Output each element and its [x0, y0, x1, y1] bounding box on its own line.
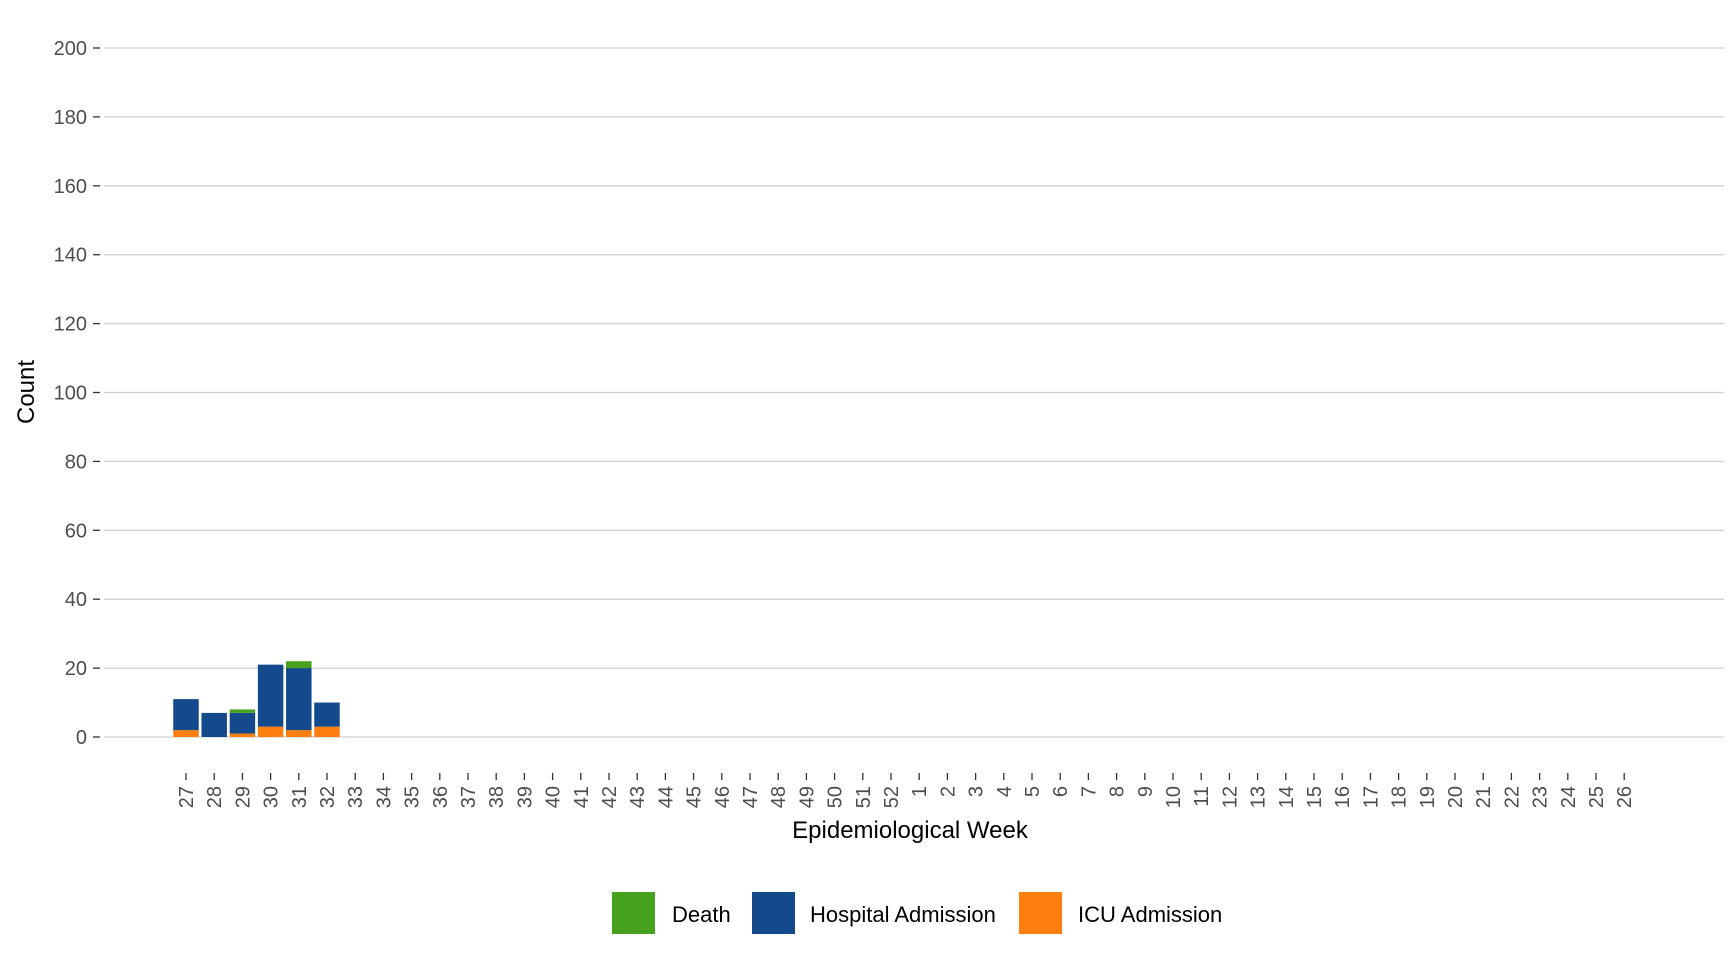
x-tick-label-24: 24: [1558, 786, 1580, 808]
x-tick-label-21: 21: [1473, 786, 1495, 808]
x-tick-label-28: 28: [204, 786, 226, 808]
x-tick-label-11: 11: [1191, 786, 1213, 807]
legend: Death Hospital Admission ICU Admission: [612, 892, 1222, 934]
x-axis: 27 28 29 30 31 32 33 34 35 36 37 38 39 40 41 42 43 44 45 46…: [176, 773, 1636, 808]
x-tick-label-31: 31: [289, 786, 311, 808]
bar-hospital-admission-week-28: [201, 712, 227, 737]
x-tick-label-25: 25: [1586, 786, 1608, 808]
x-tick-label-32: 32: [317, 786, 339, 808]
x-tick-label-30: 30: [261, 786, 283, 808]
bar-icu-admission-week-29: [229, 733, 256, 737]
x-tick-label-7: 7: [1078, 786, 1100, 797]
y-tick-label-160: 160: [54, 176, 87, 198]
y-tick-label-140: 140: [54, 245, 87, 267]
x-tick-label-42: 42: [599, 786, 621, 808]
x-tick-label-46: 46: [712, 786, 734, 808]
bar-hospital-admission-week-30: [257, 664, 284, 727]
y-tick-label-80: 80: [65, 451, 87, 473]
bar-hospital-admission-week-29: [229, 712, 256, 734]
bar-hospital-admission-week-32: [314, 702, 340, 727]
x-tick-label-1: 1: [909, 786, 931, 797]
grid-layer: [104, 47, 1724, 738]
x-tick-label-48: 48: [768, 786, 790, 808]
x-tick-label-29: 29: [232, 786, 254, 808]
bar-icu-admission-week-32: [314, 726, 340, 737]
bar-death-week-31: [286, 661, 312, 669]
x-tick-label-9: 9: [1135, 786, 1157, 797]
y-axis-title: Count: [13, 360, 40, 424]
y-tick-label-200: 200: [54, 38, 87, 60]
x-tick-label-17: 17: [1360, 786, 1382, 808]
x-tick-label-14: 14: [1276, 786, 1298, 808]
x-tick-label-16: 16: [1332, 786, 1354, 808]
x-tick-label-15: 15: [1304, 786, 1326, 808]
y-tick-label-20: 20: [65, 658, 87, 680]
bars-layer: [173, 661, 340, 737]
y-tick-label-100: 100: [54, 383, 87, 405]
y-tick-label-180: 180: [54, 107, 87, 129]
bar-hospital-admission-week-27: [173, 699, 199, 731]
x-tick-label-12: 12: [1219, 786, 1241, 808]
x-tick-label-35: 35: [402, 786, 424, 808]
x-tick-label-3: 3: [966, 786, 988, 797]
x-tick-label-34: 34: [373, 786, 395, 808]
y-tick-label-0: 0: [76, 727, 87, 749]
x-tick-label-8: 8: [1107, 786, 1129, 797]
x-tick-label-13: 13: [1248, 786, 1270, 808]
x-tick-label-20: 20: [1445, 786, 1467, 808]
x-tick-label-5: 5: [1022, 786, 1044, 797]
y-tick-label-120: 120: [54, 314, 87, 336]
x-tick-label-38: 38: [486, 786, 508, 808]
x-tick-label-6: 6: [1050, 786, 1072, 797]
x-axis-title: Epidemiological Week: [792, 817, 1029, 844]
x-tick-label-50: 50: [825, 786, 847, 808]
x-tick-label-41: 41: [571, 786, 593, 808]
x-tick-label-22: 22: [1501, 786, 1523, 808]
legend-label-death: Death: [672, 902, 731, 927]
x-tick-label-18: 18: [1389, 786, 1411, 808]
x-tick-label-51: 51: [853, 786, 875, 808]
x-tick-label-23: 23: [1530, 786, 1552, 808]
legend-swatch-death: [612, 892, 655, 934]
legend-swatch-hospital-admission: [752, 892, 795, 934]
x-tick-label-27: 27: [176, 786, 198, 808]
x-tick-label-36: 36: [430, 786, 452, 808]
bar-icu-admission-week-31: [286, 730, 312, 737]
legend-label-hospital-admission: Hospital Admission: [810, 902, 996, 927]
y-tick-label-40: 40: [65, 589, 87, 611]
x-tick-label-39: 39: [514, 786, 536, 808]
x-tick-label-19: 19: [1417, 786, 1439, 808]
x-tick-label-37: 37: [458, 786, 480, 808]
x-tick-label-47: 47: [740, 786, 762, 808]
x-tick-label-49: 49: [796, 786, 818, 808]
x-tick-label-40: 40: [543, 786, 565, 808]
bar-death-week-29: [229, 709, 256, 713]
bar-hospital-admission-week-31: [286, 668, 312, 731]
x-tick-label-52: 52: [881, 786, 903, 808]
bar-icu-admission-week-27: [173, 730, 199, 737]
x-tick-label-43: 43: [627, 786, 649, 808]
legend-label-icu-admission: ICU Admission: [1078, 902, 1222, 927]
x-tick-label-45: 45: [684, 786, 706, 808]
x-tick-label-33: 33: [345, 786, 367, 808]
legend-swatch-icu-admission: [1019, 892, 1062, 934]
y-axis: 0 20 40 60 80 100 120 140 160 180 200: [54, 38, 100, 749]
y-tick-label-60: 60: [65, 520, 87, 542]
x-tick-label-10: 10: [1163, 786, 1185, 808]
x-tick-label-4: 4: [994, 786, 1016, 797]
x-tick-label-26: 26: [1614, 786, 1636, 808]
x-tick-label-2: 2: [937, 786, 959, 797]
bar-icu-admission-week-30: [257, 726, 284, 737]
x-tick-label-44: 44: [655, 786, 677, 808]
